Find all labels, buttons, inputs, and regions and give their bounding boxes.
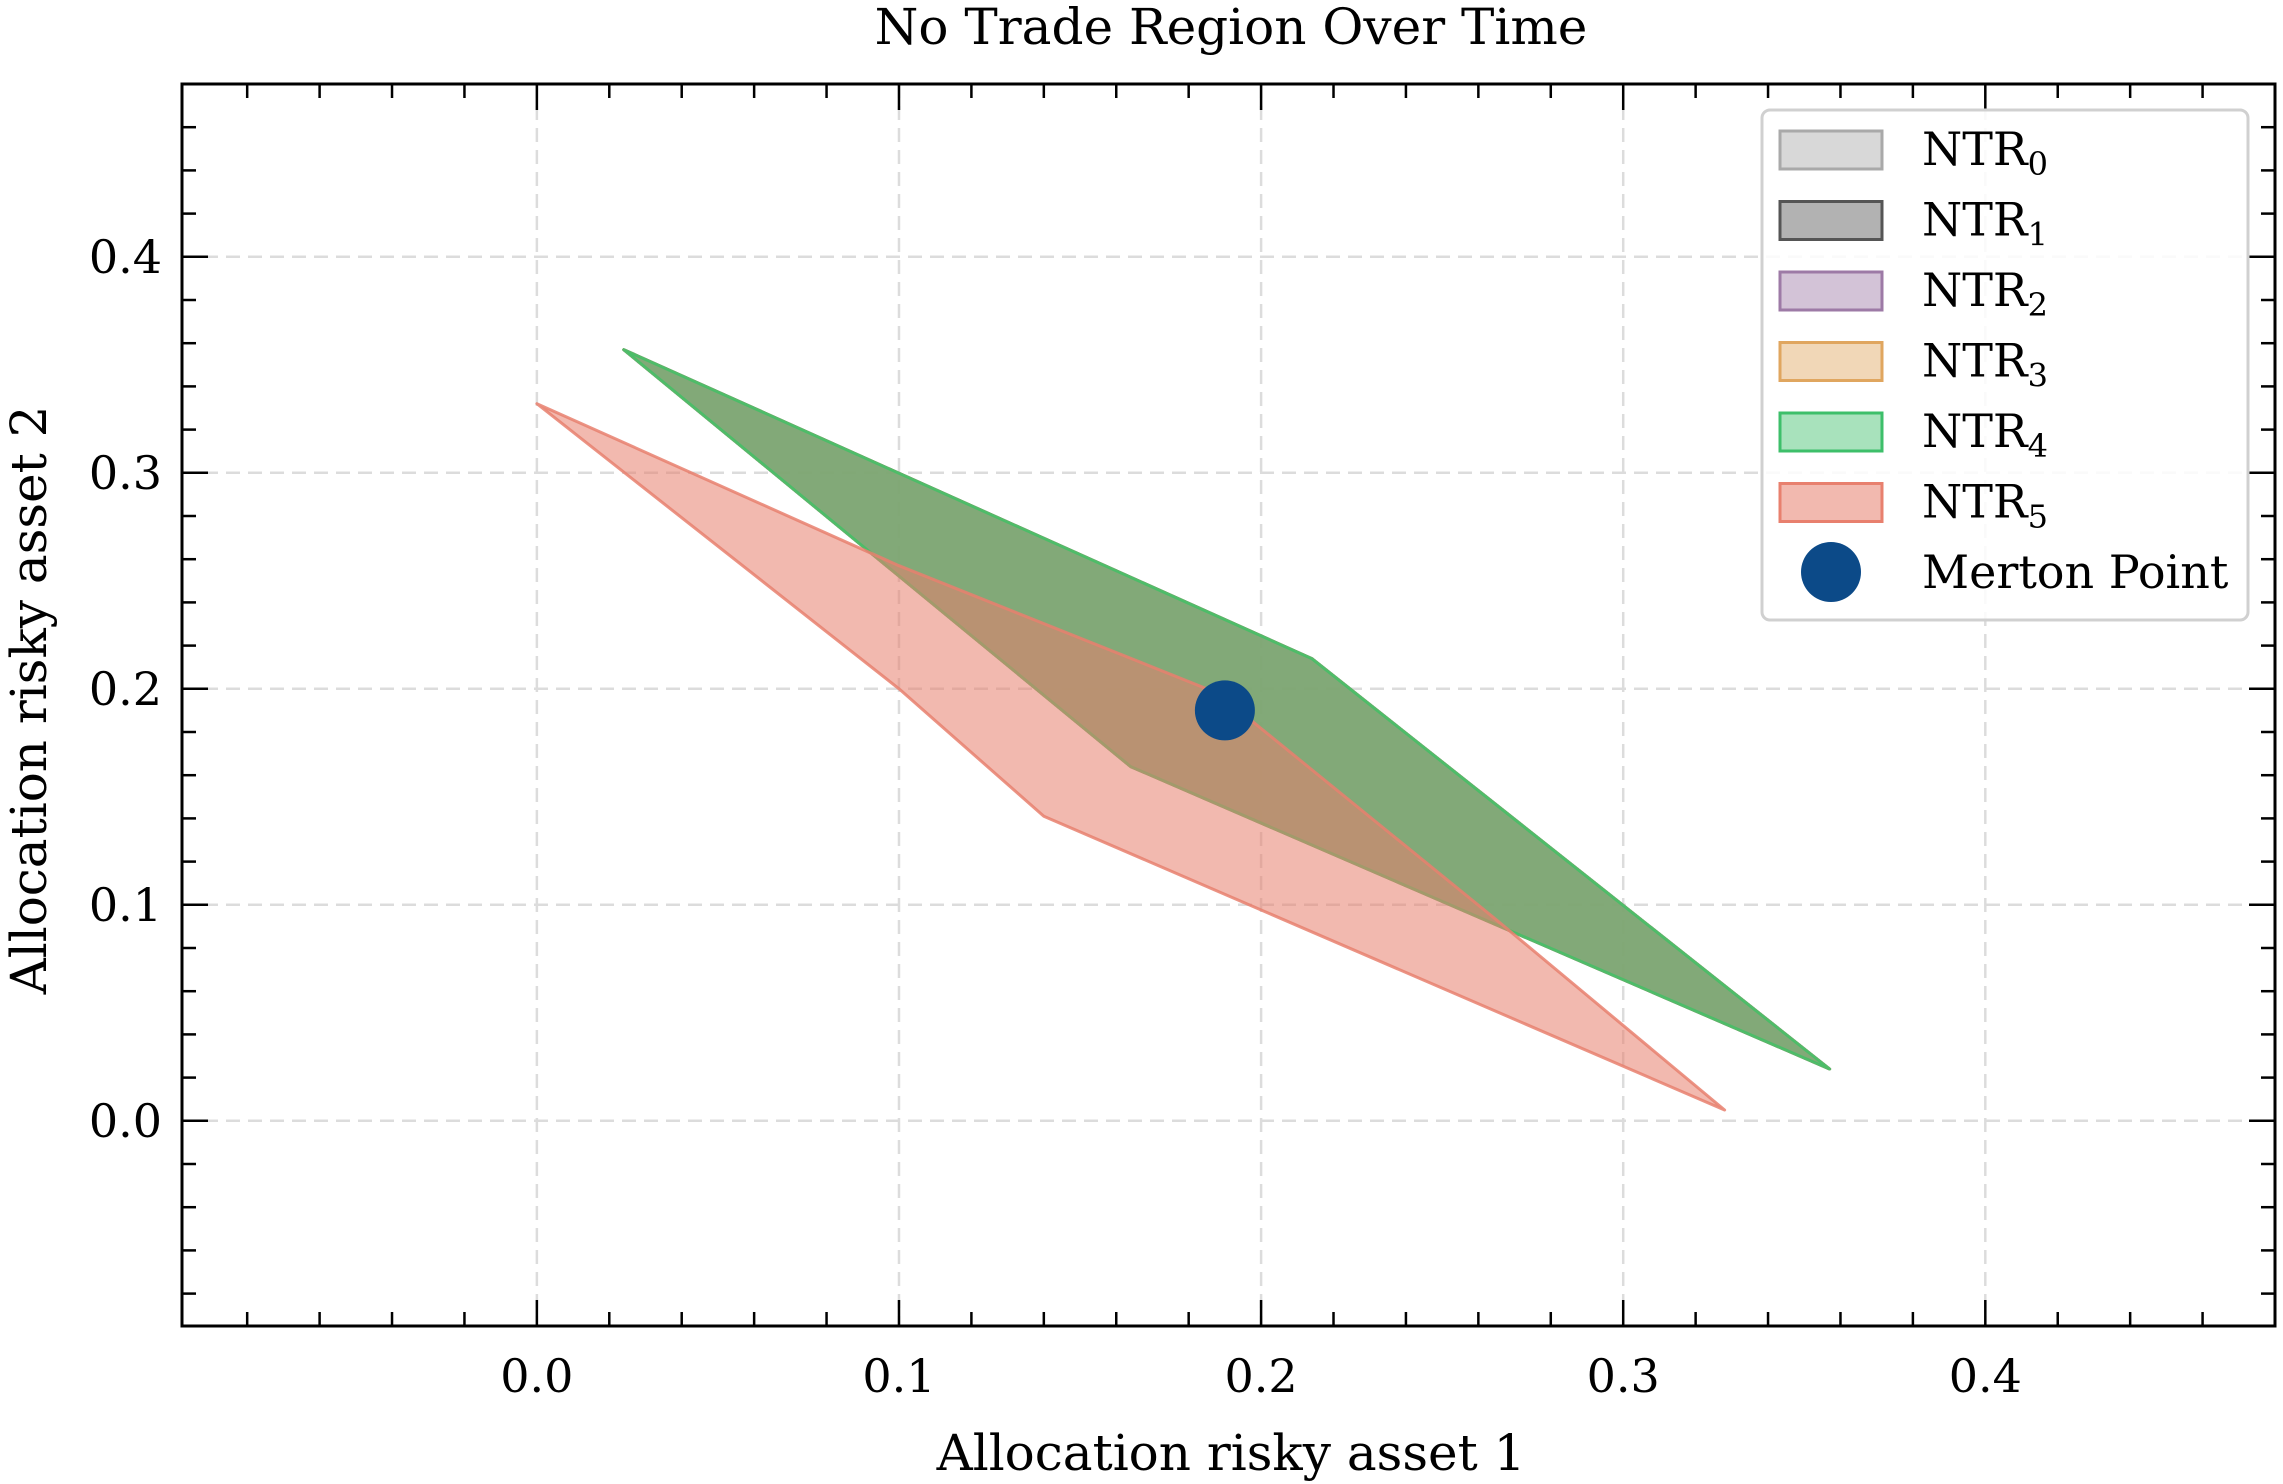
tick-labels: 0.0 0.1 0.2 0.3 0.4 0.0 0.1 0.2 0.3 0.4 bbox=[89, 230, 2022, 1403]
y-tick-label: 0.4 bbox=[89, 230, 162, 284]
x-tick-label: 0.0 bbox=[500, 1349, 573, 1403]
axis-ticks bbox=[182, 84, 2275, 1326]
x-axis-label: Allocation risky asset 1 bbox=[936, 1424, 1526, 1482]
legend-label-ntr1: NTR1 bbox=[1922, 193, 2048, 254]
legend-label-ntr5: NTR5 bbox=[1922, 475, 2048, 536]
legend-swatch-ntr1 bbox=[1778, 200, 1884, 241]
x-tick-label: 0.1 bbox=[862, 1349, 935, 1403]
legend-swatch-ntr0 bbox=[1778, 129, 1884, 171]
ntr-region-5 bbox=[535, 402, 1727, 1112]
plot-frame bbox=[180, 82, 2277, 1328]
legend-label-ntr4: NTR4 bbox=[1922, 404, 2048, 465]
legend-swatch-ntr2 bbox=[1778, 270, 1884, 312]
legend: NTR0 NTR1 NTR2 NTR3 NTR4 NTR5 Merton Point bbox=[1760, 108, 2250, 622]
y-tick-label: 0.3 bbox=[89, 446, 162, 500]
points-layer bbox=[1194, 680, 1255, 741]
legend-swatch-ntr4 bbox=[1778, 411, 1884, 453]
x-tick-label: 0.2 bbox=[1225, 1349, 1298, 1403]
legend-marker-merton bbox=[1801, 542, 1861, 602]
x-tick-label: 0.4 bbox=[1949, 1349, 2022, 1403]
series-layer bbox=[535, 348, 1832, 1112]
y-tick-label: 0.2 bbox=[89, 662, 162, 716]
x-tick-label: 0.3 bbox=[1587, 1349, 1660, 1403]
y-axis-label: Allocation risky asset 2 bbox=[0, 406, 58, 996]
legend-swatch-ntr5 bbox=[1778, 482, 1884, 523]
y-tick-label: 0.0 bbox=[89, 1094, 162, 1148]
y-tick-label: 0.1 bbox=[89, 878, 162, 932]
legend-label-ntr3: NTR3 bbox=[1922, 334, 2048, 395]
legend-swatch-ntr3 bbox=[1778, 341, 1884, 382]
merton-point bbox=[1194, 680, 1255, 741]
legend-label-ntr0: NTR0 bbox=[1922, 122, 2048, 183]
legend-label-merton: Merton Point bbox=[1922, 545, 2229, 599]
legend-label-ntr2: NTR2 bbox=[1922, 263, 2048, 324]
chart-title: No Trade Region Over Time bbox=[875, 0, 1588, 56]
